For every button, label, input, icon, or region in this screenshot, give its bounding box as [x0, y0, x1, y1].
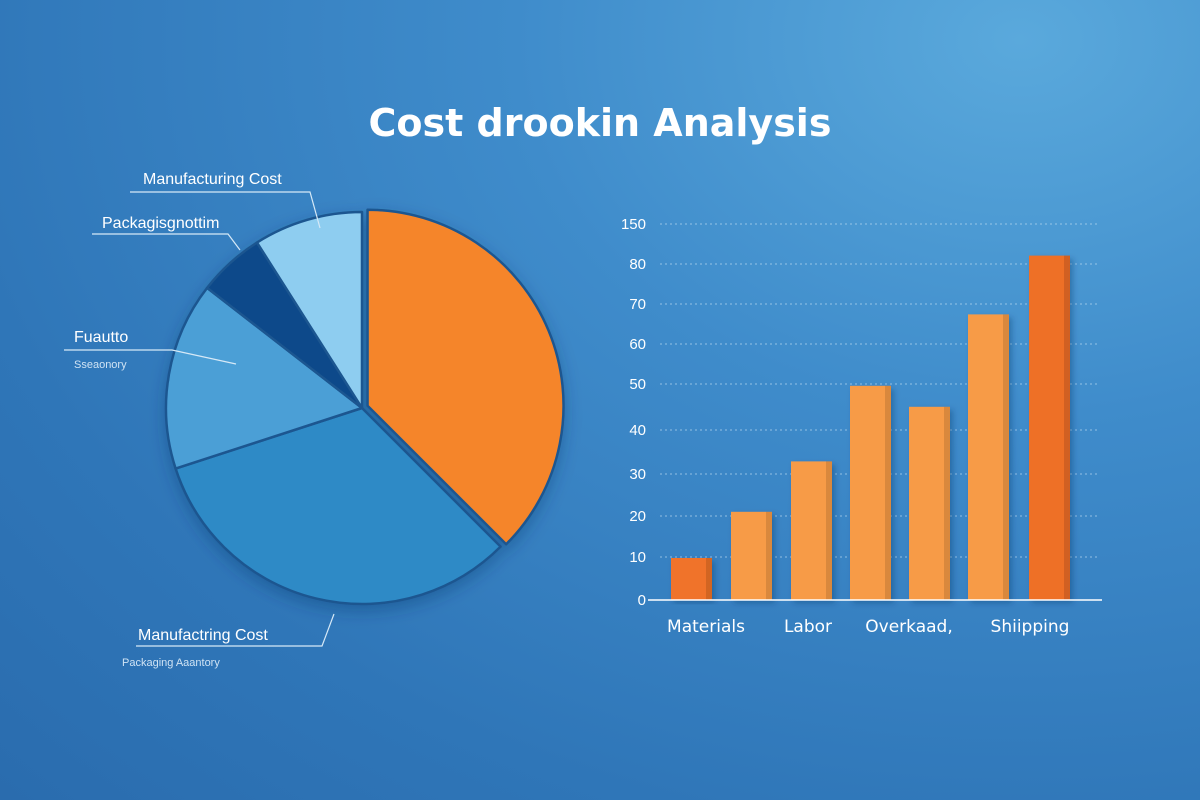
- y-tick-label: 50: [629, 376, 646, 393]
- chart-title: Cost drookin Analysis: [369, 101, 832, 145]
- y-tick-label: 30: [629, 466, 646, 483]
- pie-chart: [164, 208, 565, 606]
- x-category-label: Materials: [667, 617, 745, 637]
- callout-leader-line: [136, 613, 335, 647]
- bar-side-shade: [944, 406, 950, 600]
- bar-rect: [1029, 255, 1070, 600]
- bar-4: [850, 385, 891, 600]
- y-tick-label: 0: [638, 592, 646, 609]
- y-tick-label: 80: [629, 256, 646, 273]
- pie-slice-5: [255, 210, 364, 410]
- y-tick-label: 10: [629, 549, 646, 566]
- callout-sublabel: Packaging Aaantory: [122, 657, 220, 669]
- pie-slice-1: [366, 208, 565, 546]
- callout-sublabel: Sseaonory: [74, 359, 127, 371]
- bar-rect: [909, 406, 950, 600]
- pie-slice-2: [174, 406, 502, 606]
- bar-rect: [968, 314, 1009, 600]
- callout-leader-line: [130, 191, 321, 229]
- callout-leader-line: [92, 233, 241, 251]
- bar-y-axis: 0 10 20 30 40 50 60 70 80 150: [621, 216, 646, 609]
- bar-7: [1029, 255, 1070, 600]
- bar-side-shade: [826, 461, 832, 600]
- bar-side-shade: [1064, 255, 1070, 600]
- y-tick-label: 60: [629, 336, 646, 353]
- bar-5: [909, 406, 950, 600]
- bar-2: [731, 511, 772, 600]
- y-tick-label: 70: [629, 296, 646, 313]
- callout-leader-line: [64, 349, 237, 365]
- bar-6: [968, 314, 1009, 600]
- y-tick-label: 40: [629, 422, 646, 439]
- bar-rect: [850, 385, 891, 600]
- bar-3: [791, 461, 832, 600]
- x-category-label: Shiipping: [991, 617, 1070, 637]
- y-tick-label: 20: [629, 508, 646, 525]
- bar-x-axis: Materials Labor Overkaad, Shiipping: [667, 617, 1069, 637]
- callout-label: Manufacturing Cost: [143, 171, 282, 188]
- bar-rect: [791, 461, 832, 600]
- bar-chart: [671, 255, 1070, 600]
- callout-label: Manufactring Cost: [138, 627, 268, 644]
- bar-1: [671, 558, 712, 600]
- x-category-label: Overkaad,: [865, 617, 952, 637]
- callout-label: Fuautto: [74, 329, 128, 346]
- y-tick-label: 150: [621, 216, 646, 233]
- pie-slice-3: [164, 286, 364, 470]
- bar-rect: [731, 511, 772, 600]
- bar-rect: [671, 558, 712, 600]
- callout-label: Packagisgnottim: [102, 215, 219, 232]
- bar-side-shade: [766, 511, 772, 600]
- bar-side-shade: [885, 385, 891, 600]
- x-category-label: Labor: [784, 617, 832, 637]
- bar-side-shade: [1003, 314, 1009, 600]
- pie-callouts: Manufacturing Cost Packagisgnottim Fuautto…: [64, 171, 335, 669]
- bar-side-shade: [706, 558, 712, 600]
